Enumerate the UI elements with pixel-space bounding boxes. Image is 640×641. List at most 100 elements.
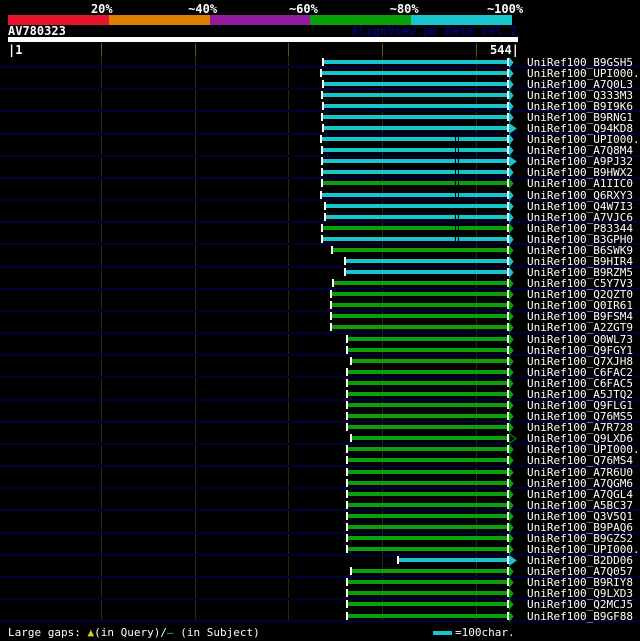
hit-label[interactable]: UniRef100_B9GF88: [527, 609, 633, 623]
alignment-bar[interactable]: [348, 535, 507, 540]
hit-label[interactable]: UniRef100_B9RIY8: [527, 576, 633, 590]
alignment-bar[interactable]: [348, 469, 507, 474]
hit-label[interactable]: UniRef100_Q0IR61: [527, 299, 633, 313]
hit-label[interactable]: UniRef100_A7QGM6: [527, 476, 633, 490]
alignment-bar[interactable]: [348, 380, 507, 385]
alignment-bar[interactable]: [348, 513, 507, 518]
alignment-bar[interactable]: [333, 247, 507, 252]
hit-label[interactable]: UniRef100_A7Q057: [527, 565, 633, 579]
alignment-bar[interactable]: [323, 170, 507, 175]
hit-label[interactable]: UniRef100_A1IIC0: [527, 177, 633, 191]
alignment-bar[interactable]: [323, 236, 507, 241]
alignment-bar[interactable]: [323, 225, 507, 230]
alignment-bar[interactable]: [323, 114, 507, 119]
hit-label[interactable]: UniRef100_Q4W7I3: [527, 199, 633, 213]
alignment-bar[interactable]: [348, 347, 507, 352]
hit-label[interactable]: UniRef100_A7R6U0: [527, 465, 633, 479]
alignment-bar[interactable]: [323, 181, 507, 186]
hit-label[interactable]: UniRef100_C6FAC5: [527, 376, 633, 390]
hit-label[interactable]: UniRef100_B9GZS2: [527, 531, 633, 545]
alignment-bar[interactable]: [348, 591, 507, 596]
alignment-bar[interactable]: [348, 613, 507, 618]
hit-label[interactable]: UniRef100_A2ZGT9: [527, 321, 633, 335]
hit-label[interactable]: UniRef100_A7QGL4: [527, 487, 633, 501]
alignment-bar[interactable]: [352, 436, 507, 441]
hit-label[interactable]: UniRef100_B9HIR4: [527, 254, 633, 268]
alignment-bar[interactable]: [348, 547, 507, 551]
alignment-bar[interactable]: [348, 414, 507, 419]
alignment-bar[interactable]: [323, 59, 507, 64]
hit-label[interactable]: UniRef100_A5BC37: [527, 498, 633, 512]
hit-label[interactable]: UniRef100_A9PJ32: [527, 155, 633, 169]
hit-label[interactable]: UniRef100_UPI000..: [527, 443, 640, 457]
hit-label[interactable]: UniRef100_Q76MS4: [527, 454, 633, 468]
hit-label[interactable]: UniRef100_Q6RXY3: [527, 188, 633, 202]
alignment-bar[interactable]: [332, 314, 507, 319]
alignment-bar[interactable]: [332, 325, 507, 330]
hit-label[interactable]: UniRef100_C5Y7V3: [527, 277, 633, 291]
hit-label[interactable]: UniRef100_Q9FLG1: [527, 399, 633, 412]
alignment-bar[interactable]: [352, 358, 507, 363]
hit-label[interactable]: UniRef100_Q333M3: [527, 88, 633, 102]
alignment-bar[interactable]: [325, 203, 507, 208]
hit-label[interactable]: UniRef100_B3GPH0: [527, 232, 633, 246]
hit-label[interactable]: UniRef100_P83344: [527, 221, 633, 235]
alignment-bar[interactable]: [323, 92, 507, 97]
alignment-bar[interactable]: [322, 137, 507, 142]
hit-label[interactable]: UniRef100_Q76MS5: [527, 410, 633, 424]
hit-label[interactable]: UniRef100_Q9LXD6: [527, 432, 633, 446]
hit-label[interactable]: UniRef100_B9RZM5: [527, 266, 633, 279]
alignment-bar[interactable]: [348, 502, 507, 507]
alignment-bar[interactable]: [398, 558, 507, 563]
hit-label[interactable]: UniRef100_Q7XJH8: [527, 354, 633, 368]
alignment-bar[interactable]: [348, 580, 507, 585]
hit-label[interactable]: UniRef100_Q9LXD3: [527, 587, 633, 601]
hit-label[interactable]: UniRef100_B9FSM4: [527, 310, 633, 324]
hit-label[interactable]: UniRef100_Q9FGY1: [527, 343, 633, 357]
alignment-bar[interactable]: [332, 292, 507, 297]
alignment-bar[interactable]: [348, 458, 507, 463]
alignment-bar[interactable]: [325, 214, 507, 219]
hit-label[interactable]: UniRef100_A7VJC6: [527, 210, 633, 224]
alignment-bar[interactable]: [348, 336, 507, 341]
alignment-bar[interactable]: [323, 81, 507, 86]
hit-label[interactable]: UniRef100_B9PAQ6: [527, 520, 633, 534]
alignment-bar[interactable]: [323, 148, 507, 153]
hit-label[interactable]: UniRef100_C6FAC2: [527, 365, 633, 379]
alignment-bar[interactable]: [348, 425, 507, 430]
alignment-bar[interactable]: [334, 281, 507, 286]
alignment-bar[interactable]: [346, 270, 507, 274]
hit-label[interactable]: UniRef100_B9GSH5: [527, 55, 633, 69]
hit-label[interactable]: UniRef100_Q0WL73: [527, 332, 633, 346]
hit-label[interactable]: UniRef100_UPI000..: [527, 133, 640, 147]
alignment-bar[interactable]: [348, 447, 507, 452]
alignment-bar[interactable]: [348, 391, 507, 396]
hit-label[interactable]: UniRef100_B6SWK9: [527, 243, 633, 257]
alignment-bar[interactable]: [323, 126, 507, 130]
hit-label[interactable]: UniRef100_Q94KD8: [527, 122, 633, 135]
alignment-bar[interactable]: [323, 159, 507, 164]
hit-label[interactable]: UniRef100_B2DD06: [527, 554, 633, 568]
hit-label[interactable]: UniRef100_B9RNG1: [527, 110, 633, 124]
alignment-bar[interactable]: [348, 602, 507, 607]
alignment-bar[interactable]: [322, 70, 507, 75]
hit-label[interactable]: UniRef100_Q2MCJ5: [527, 598, 633, 612]
hit-label[interactable]: UniRef100_A5JTQ2: [527, 387, 633, 401]
alignment-bar[interactable]: [348, 491, 507, 496]
alignment-bar[interactable]: [348, 369, 507, 374]
alignment-bar[interactable]: [332, 303, 507, 308]
hit-label[interactable]: UniRef100_B9I9K6: [527, 99, 633, 113]
hit-label[interactable]: UniRef100_UPI000..: [527, 66, 640, 80]
hit-label[interactable]: UniRef100_A7R728: [527, 421, 633, 435]
alignment-bar[interactable]: [348, 524, 507, 529]
alignment-bar[interactable]: [345, 258, 507, 263]
hit-label[interactable]: UniRef100_A7Q8M4: [527, 144, 633, 158]
alignment-bar[interactable]: [348, 480, 507, 485]
hit-label[interactable]: UniRef100_Q2QZT0: [527, 288, 633, 302]
alignment-bar[interactable]: [323, 103, 507, 108]
hit-label[interactable]: UniRef100_A7Q0L3: [527, 77, 633, 91]
hit-label[interactable]: UniRef100_UPI000..: [527, 543, 640, 556]
hit-label[interactable]: UniRef100_B9HWX2: [527, 166, 633, 180]
alignment-bar[interactable]: [322, 192, 507, 197]
hit-label[interactable]: UniRef100_Q3V5Q1: [527, 509, 633, 523]
